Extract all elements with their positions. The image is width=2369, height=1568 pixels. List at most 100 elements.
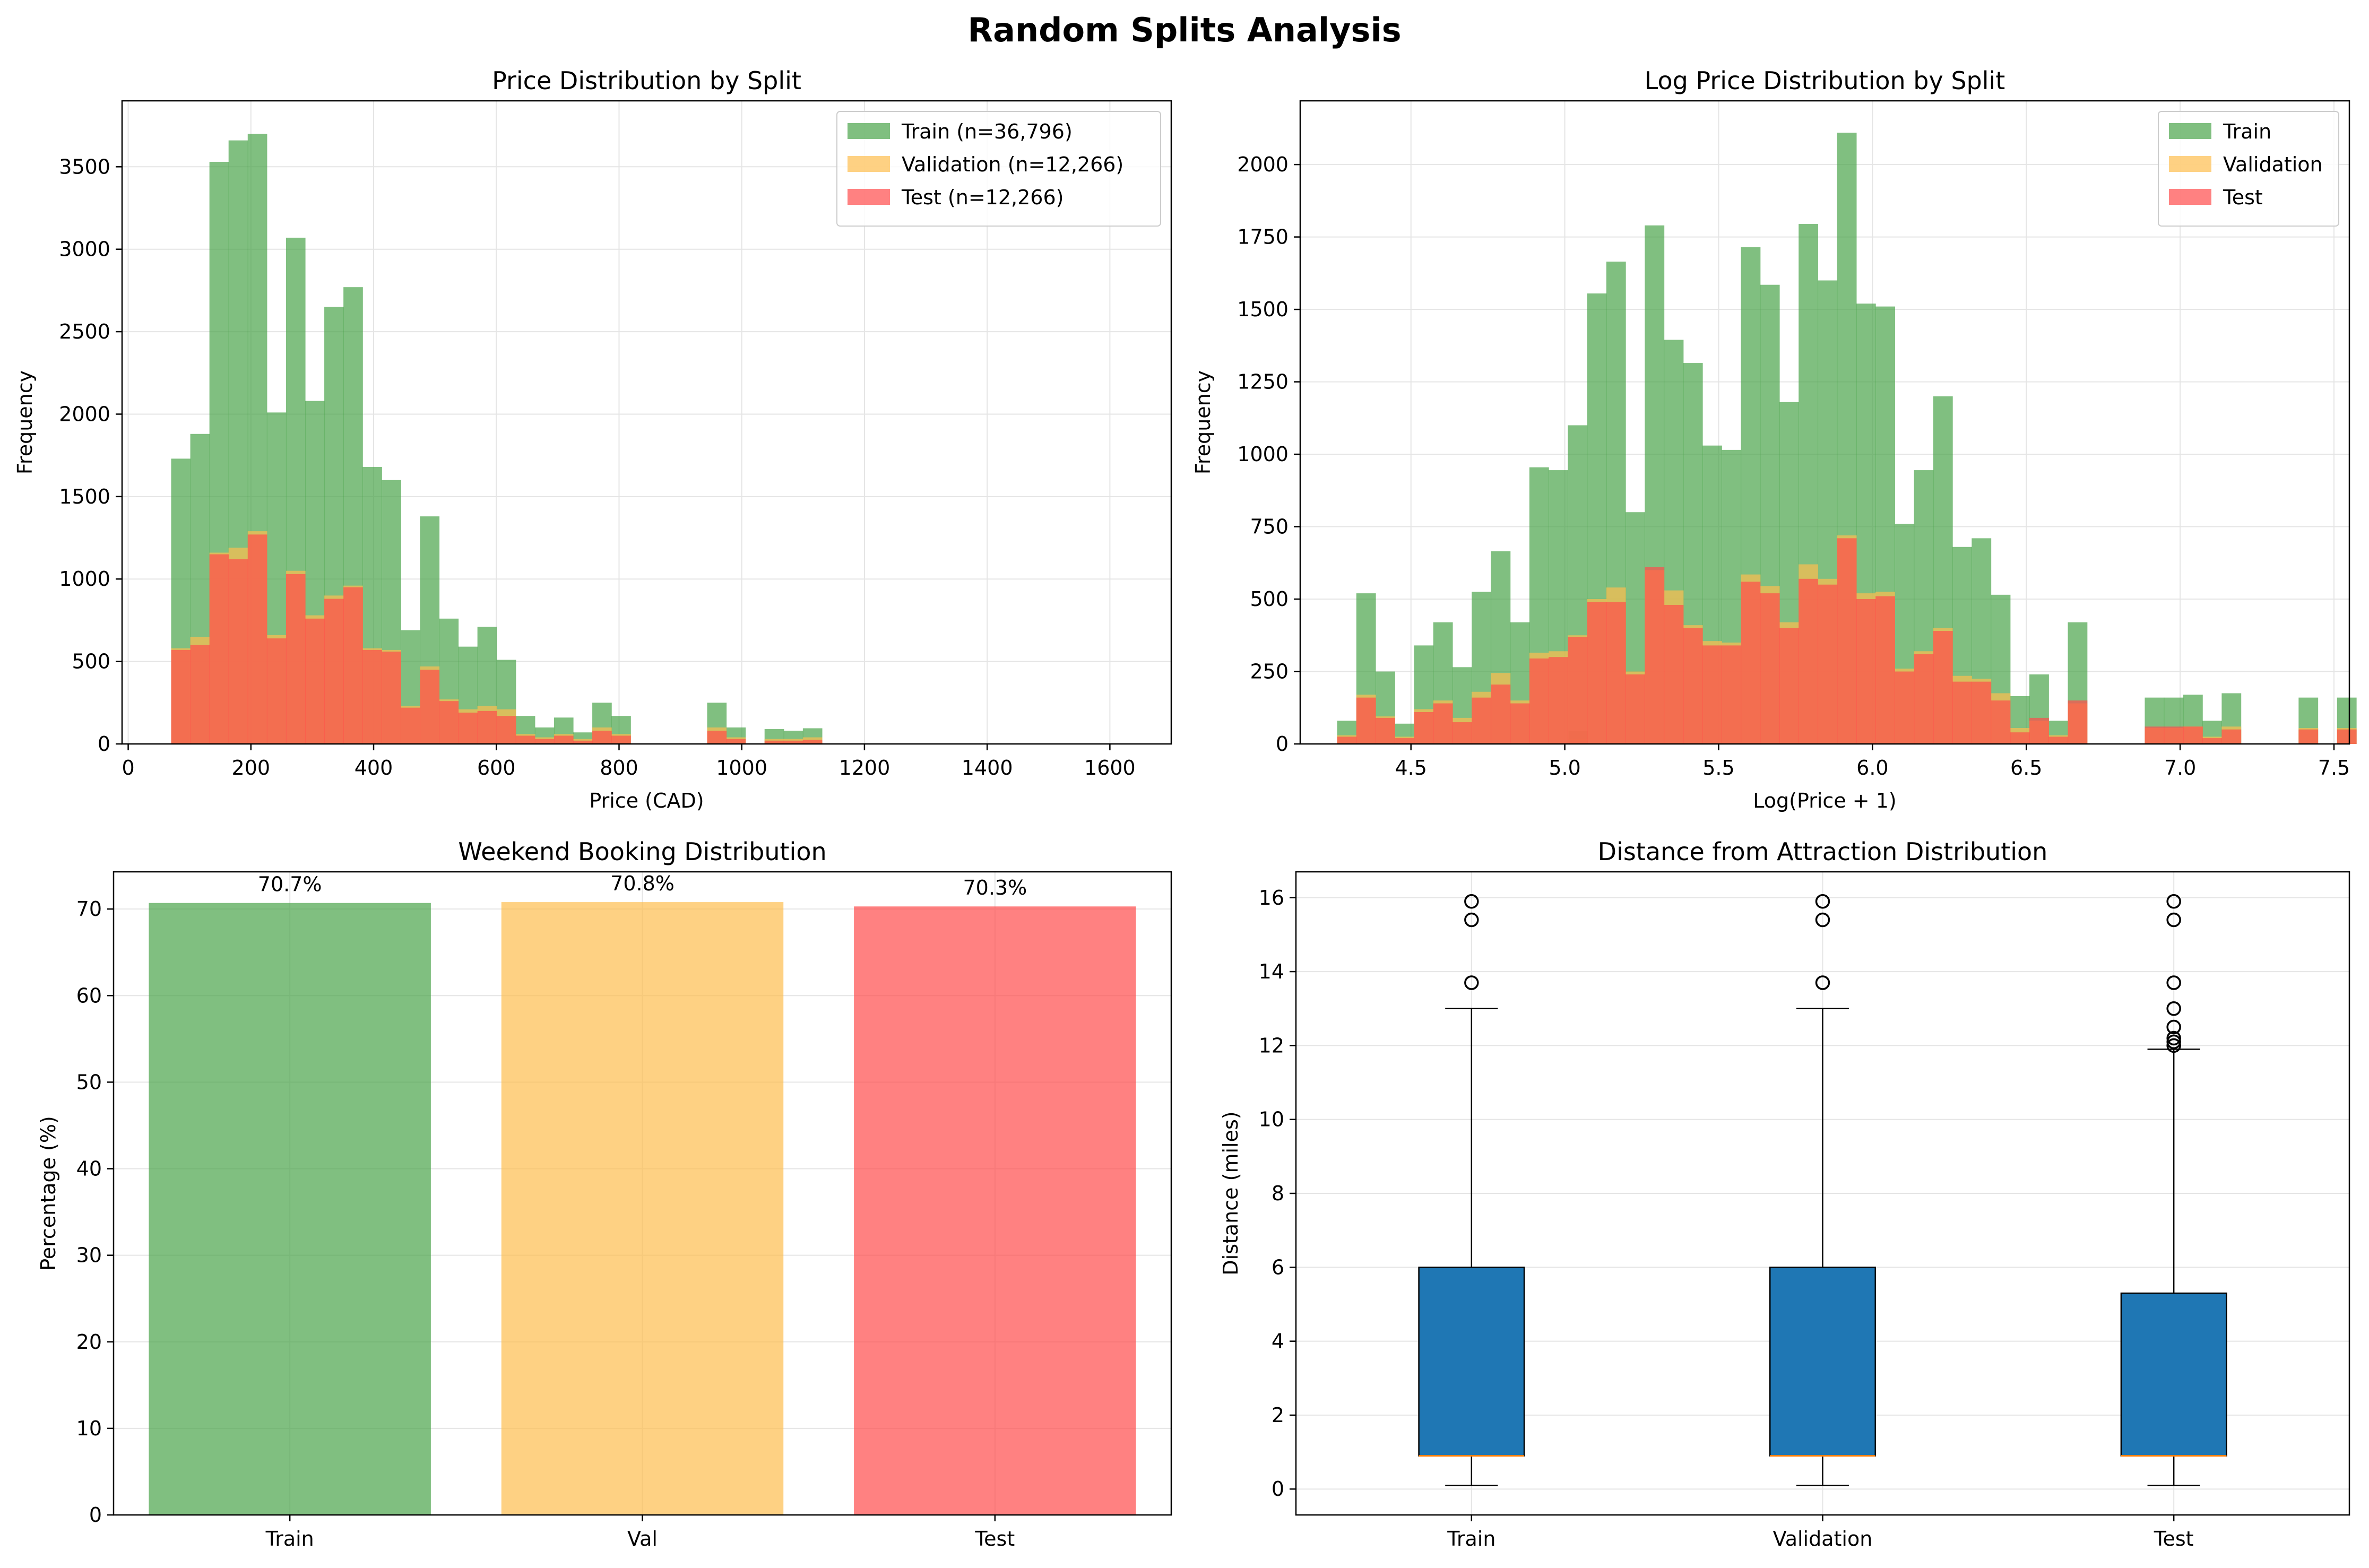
weekend-bar-ytick-label: 20	[76, 1330, 102, 1354]
price-hist-ytick-label: 500	[72, 650, 110, 673]
log-price-hist-bar-test	[1529, 658, 1549, 744]
log-price-hist-ytick-label: 250	[1250, 660, 1289, 683]
price-hist-bar-test	[401, 707, 421, 744]
price-hist-bar-test	[228, 559, 248, 744]
log-price-hist-bar-test	[1568, 637, 1588, 744]
price-hist-bar-test	[592, 731, 612, 744]
log-price-hist-bar-test	[2202, 738, 2222, 744]
log-price-hist-xtick-label: 5.5	[1702, 756, 1734, 779]
log-price-hist-bar-test	[1587, 602, 1607, 744]
price-hist-ytick-label: 0	[98, 732, 110, 756]
log-price-hist-bar-test	[1414, 712, 1434, 744]
price-hist-ytick-label: 2500	[59, 320, 110, 343]
price-hist-bar-test	[764, 740, 784, 744]
log-price-hist-bar-test	[2048, 737, 2069, 744]
log-price-hist-axes-frame	[1299, 100, 2350, 745]
price-hist-bar-test	[573, 740, 593, 744]
weekend-bar-axes-frame	[113, 871, 1172, 1516]
price-hist-bar-test	[362, 649, 382, 744]
weekend-bar-ytick-label: 30	[76, 1244, 102, 1267]
price-hist-legend-swatch-test	[848, 189, 890, 205]
price-hist-xtick-label: 1400	[962, 756, 1013, 779]
weekend-bar-value-label: 70.3%	[963, 876, 1027, 899]
log-price-hist-xtick-label: 7.5	[2318, 756, 2350, 779]
log-price-hist-bar-test	[1664, 604, 1684, 744]
log-price-hist-legend-label-train: Train	[2223, 120, 2271, 143]
distance-box-validation-outlier	[1815, 975, 1830, 990]
price-hist-legend-label-train: Train (n=36,796)	[901, 120, 1073, 143]
price-hist-bar-test	[171, 649, 191, 744]
price-hist-ytick-label: 3000	[59, 238, 110, 261]
weekend-bar-panel: Weekend Booking Distribution Percentage …	[37, 837, 1172, 1550]
weekend-bar-ytick-label: 0	[89, 1503, 102, 1527]
distance-box-test-outlier	[2166, 1001, 2181, 1016]
distance-box-ytick-label: 16	[1259, 886, 1284, 909]
distance-box-xtick-label: Train	[1447, 1527, 1495, 1550]
distance-box-test-outlier	[2166, 1038, 2181, 1053]
log-price-hist-bar-test	[2010, 732, 2030, 744]
weekend-bar-val	[501, 902, 784, 1515]
log-price-histogram-panel: Log Price Distribution by Split Log(Pric…	[1191, 66, 2357, 812]
log-price-hist-xtick-label: 6.5	[2010, 756, 2042, 779]
log-price-hist-legend-label-validation: Validation	[2223, 153, 2323, 176]
log-price-hist-bar-test	[1837, 538, 1857, 744]
price-hist-legend-swatch-validation	[848, 156, 890, 172]
log-price-hist-bar-test	[1376, 717, 1395, 744]
log-price-hist-xtick-label: 7.0	[2164, 756, 2196, 779]
price-hist-bar-test	[477, 711, 497, 744]
log-price-hist-xtick-label: 4.5	[1395, 756, 1426, 779]
weekend-bar-ytick-label: 40	[76, 1157, 102, 1181]
weekend-bar-xtick-label: Val	[627, 1527, 658, 1550]
distance-box-ytick-label: 2	[1272, 1404, 1284, 1427]
weekend-bar-xtick-label: Train	[265, 1527, 314, 1550]
weekend-bar-ytick-label: 50	[76, 1070, 102, 1094]
weekend-bar-ytick-label: 70	[76, 897, 102, 921]
log-price-hist-ytick-label: 1500	[1237, 298, 1289, 321]
log-price-hist-bar-test	[1952, 681, 1972, 744]
log-price-hist-bar-test	[1395, 738, 1415, 744]
distance-box-ytick-label: 0	[1272, 1477, 1284, 1501]
price-hist-bar-test	[343, 587, 363, 744]
distance-box-validation-outlier	[1815, 912, 1830, 928]
distance-box-train-outlier	[1464, 894, 1479, 909]
log-price-hist-bar-test	[1337, 737, 1357, 744]
log-price-hist-bar-test	[1491, 685, 1511, 744]
price-hist-xtick-label: 200	[232, 756, 271, 779]
log-price-hist-bar-test	[2183, 726, 2203, 744]
price-hist-bar-test	[707, 731, 727, 744]
log-price-hist-bar-test	[2298, 729, 2319, 744]
distance-box-xtick-label: Test	[2154, 1527, 2194, 1550]
price-hist-bar-test	[420, 670, 440, 744]
price-hist-xtick-label: 400	[355, 756, 393, 779]
price-hist-bar-test	[439, 701, 459, 744]
distance-box-train-outlier	[1464, 975, 1479, 990]
price-histogram-xlabel: Price (CAD)	[589, 789, 704, 812]
price-hist-legend-box	[836, 111, 1161, 227]
log-price-hist-bar-test	[1914, 654, 1934, 744]
price-hist-bar-test	[190, 645, 210, 744]
log-price-hist-bar-test	[2029, 717, 2049, 744]
log-price-hist-bar-test	[1606, 602, 1626, 744]
distance-box-test-outlier	[2166, 894, 2181, 909]
price-hist-ytick-label: 1000	[59, 567, 110, 591]
log-price-hist-bar-test	[1702, 645, 1722, 744]
price-hist-bar-test	[611, 735, 631, 744]
price-hist-legend-label-validation: Validation (n=12,266)	[902, 153, 1123, 176]
distance-boxplot-ylabel: Distance (miles)	[1219, 1111, 1242, 1275]
price-histogram-panel: Price Distribution by Split Price (CAD) …	[13, 66, 1588, 812]
weekend-bar-title: Weekend Booking Distribution	[458, 837, 826, 866]
distance-box-validation-box	[1769, 1267, 1876, 1457]
log-price-histogram-ylabel: Frequency	[1191, 370, 1215, 474]
price-hist-bar-test	[458, 712, 478, 744]
distance-box-ytick-label: 6	[1272, 1255, 1284, 1279]
log-price-hist-ytick-label: 1750	[1237, 226, 1289, 249]
distance-box-test-outlier	[2166, 1019, 2181, 1035]
distance-box-test-outlier	[2166, 1034, 2181, 1050]
distance-box-ytick-label: 10	[1259, 1108, 1284, 1131]
weekend-bar-ylabel: Percentage (%)	[37, 1116, 60, 1271]
distance-box-train-outlier	[1464, 912, 1479, 928]
log-price-hist-ytick-label: 2000	[1237, 153, 1289, 176]
log-price-hist-bar-test	[1760, 593, 1780, 744]
log-price-hist-bar-test	[1895, 671, 1915, 744]
